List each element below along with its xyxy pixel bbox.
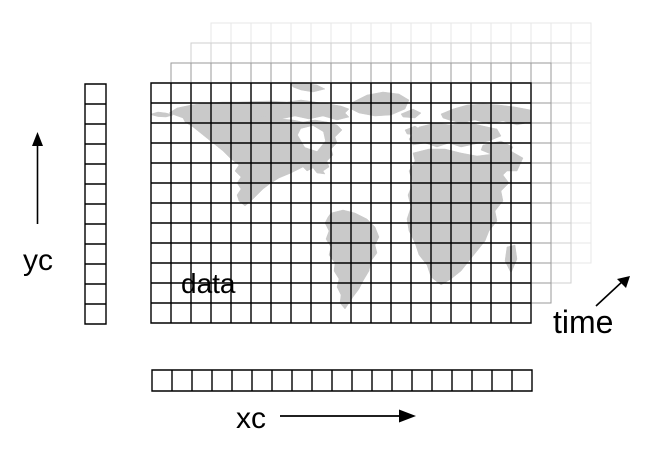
svg-text:xc: xc [236,402,266,435]
svg-text:time: time [553,304,613,340]
svg-text:data: data [181,268,236,299]
svg-text:yc: yc [23,244,53,277]
